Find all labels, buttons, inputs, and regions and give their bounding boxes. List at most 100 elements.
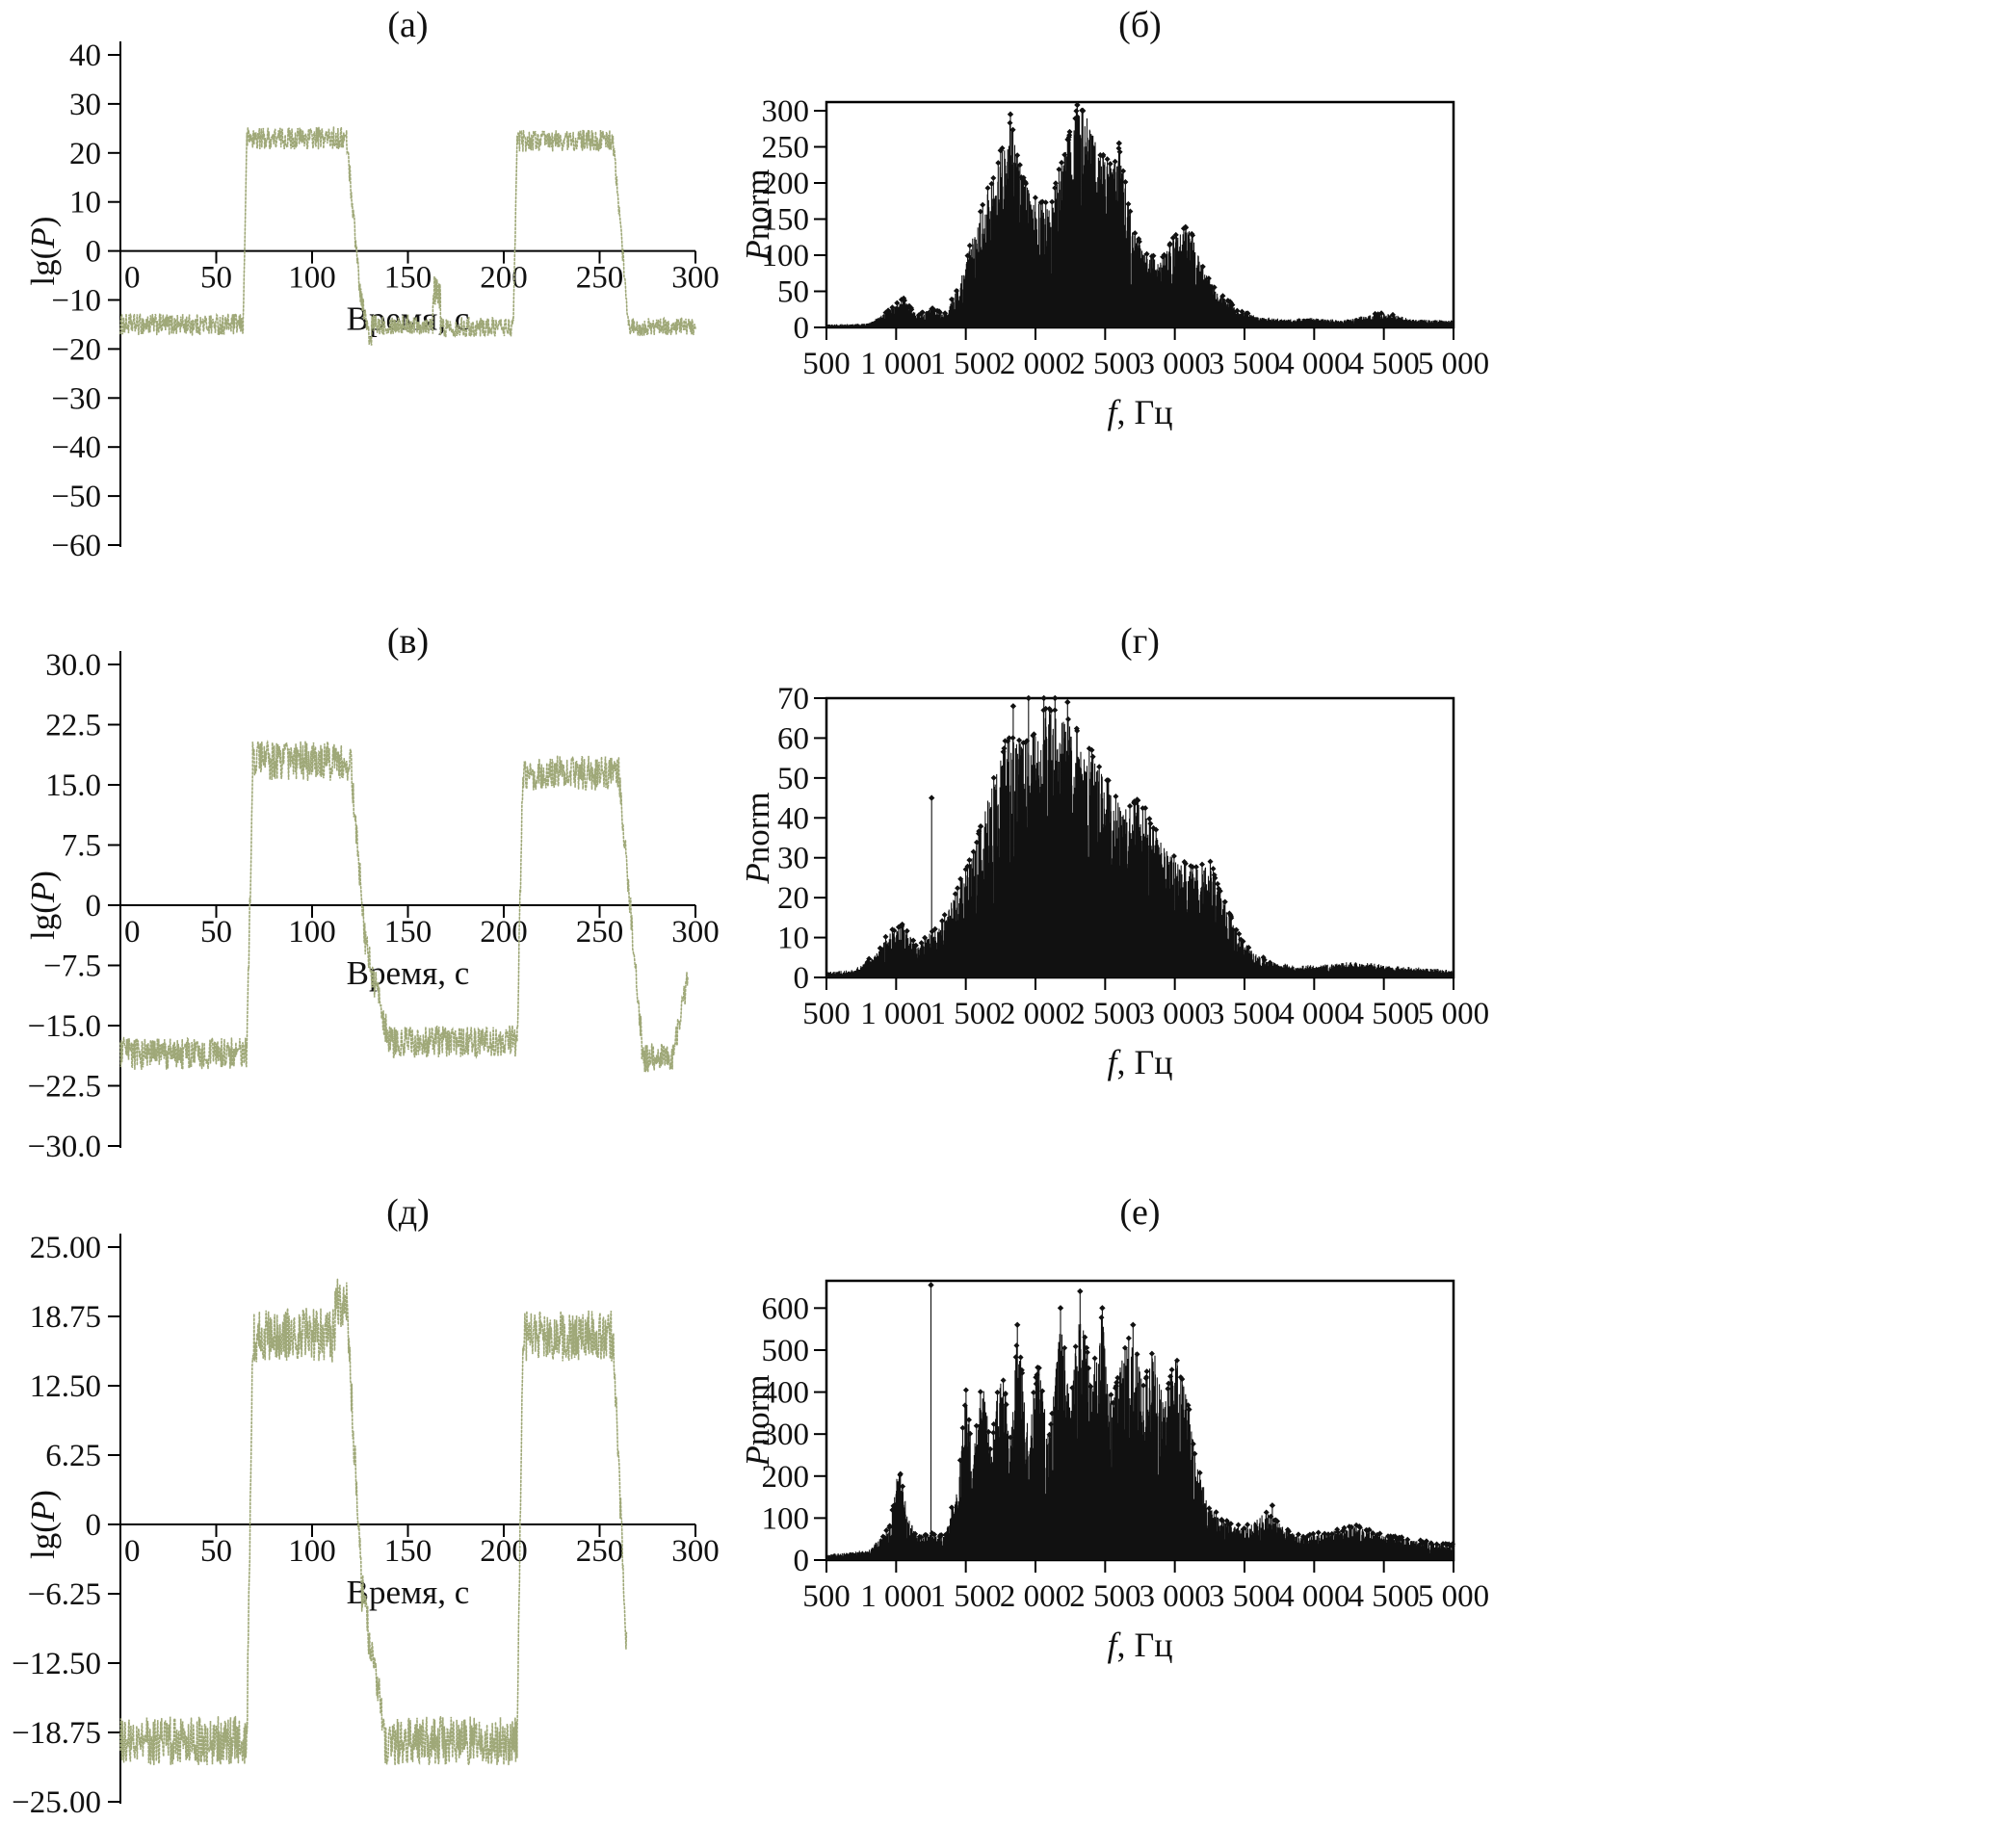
- y-axis-label: Pnorm: [739, 169, 776, 261]
- y-tick-label: 12.50: [30, 1369, 101, 1404]
- x-tick-label: 0: [124, 261, 141, 296]
- y-tick-label: 6.25: [45, 1439, 101, 1473]
- x-tick-label: 2 500: [1069, 347, 1140, 381]
- y-tick-label: 200: [762, 167, 810, 201]
- y-axis-label: lg(P): [24, 871, 62, 940]
- x-tick-label: 3 500: [1209, 347, 1280, 381]
- y-tick-label: 250: [762, 131, 810, 166]
- y-tick-label: 30: [777, 842, 809, 876]
- y-tick-label: −20: [51, 332, 101, 367]
- spectrum-stems: [825, 105, 1454, 327]
- y-tick-label: −25.00: [12, 1785, 101, 1820]
- x-tick-label: 3 000: [1140, 1579, 1211, 1614]
- y-tick-label: 60: [777, 721, 809, 756]
- x-tick-label: 50: [200, 261, 232, 296]
- x-tick-label: 1 000: [860, 997, 931, 1031]
- x-tick-label: 3 500: [1209, 1579, 1280, 1614]
- x-tick-label: 250: [576, 1534, 624, 1569]
- x-tick-label: 0: [124, 915, 141, 950]
- x-tick-label: 2 000: [1000, 347, 1071, 381]
- x-tick-label: 1 000: [860, 347, 931, 381]
- x-tick-label: 3 000: [1140, 347, 1211, 381]
- x-tick-label: 50: [200, 1534, 232, 1569]
- x-tick-label: 3 000: [1140, 997, 1211, 1031]
- y-axis-label: Pnorm: [739, 792, 776, 884]
- y-tick-label: 30: [69, 88, 101, 122]
- x-tick-label: 2 500: [1069, 1579, 1140, 1614]
- x-tick-label: 1 000: [860, 1579, 931, 1614]
- y-tick-label: 100: [762, 239, 810, 273]
- y-tick-label: 0: [794, 311, 810, 346]
- y-tick-label: −50: [51, 480, 101, 514]
- x-tick-label: 5 000: [1418, 347, 1489, 381]
- y-tick-label: 500: [762, 1334, 810, 1368]
- y-tick-label: −15.0: [28, 1009, 101, 1044]
- x-tick-label: 150: [384, 261, 432, 296]
- y-tick-label: −30.0: [28, 1130, 101, 1164]
- y-tick-label: 40: [777, 801, 809, 836]
- y-tick-label: −10: [51, 284, 101, 319]
- x-tick-label: 100: [288, 261, 336, 296]
- x-tick-label: 150: [384, 1534, 432, 1569]
- y-tick-label: 300: [762, 1418, 810, 1452]
- signal-line: [119, 1279, 628, 1768]
- x-tick-label: 2 000: [1000, 1579, 1071, 1614]
- y-tick-label: 0: [86, 235, 102, 270]
- x-tick-label: 500: [802, 997, 851, 1031]
- y-tick-label: 100: [762, 1501, 810, 1536]
- x-tick-label: 1 500: [930, 1579, 1002, 1614]
- x-axis-label: f, Гц: [1107, 393, 1172, 431]
- x-tick-label: 200: [480, 261, 528, 296]
- y-tick-label: −12.50: [12, 1647, 101, 1681]
- y-tick-label: −6.25: [28, 1577, 101, 1612]
- y-tick-label: 300: [762, 94, 810, 129]
- y-axis-label: lg(P): [24, 1490, 62, 1559]
- y-tick-label: 20: [69, 137, 101, 171]
- x-axis-label: Время, с: [347, 954, 470, 992]
- x-tick-label: 300: [671, 1534, 720, 1569]
- y-tick-label: −22.5: [28, 1070, 101, 1105]
- panel-a-title: (а): [387, 5, 429, 45]
- x-axis-label: f, Гц: [1107, 1626, 1172, 1664]
- x-tick-label: 4 000: [1278, 997, 1349, 1031]
- x-tick-label: 5 000: [1418, 997, 1489, 1031]
- x-tick-label: 300: [671, 915, 720, 950]
- y-tick-label: −60: [51, 529, 101, 563]
- y-tick-label: 200: [762, 1460, 810, 1495]
- panel-e-title: (е): [1119, 1192, 1161, 1233]
- y-tick-label: 0: [794, 1544, 810, 1578]
- panel-v-title: (в): [386, 621, 430, 662]
- x-tick-label: 4 500: [1349, 1579, 1420, 1614]
- x-tick-label: 5 000: [1418, 1579, 1489, 1614]
- y-axis-label: lg(P): [24, 217, 62, 286]
- x-tick-label: 4 000: [1278, 1579, 1349, 1614]
- y-tick-label: 400: [762, 1376, 810, 1411]
- y-axis-label: Pnorm: [739, 1374, 776, 1467]
- x-tick-label: 300: [671, 261, 720, 296]
- x-tick-label: 4 500: [1349, 347, 1420, 381]
- y-tick-label: 40: [69, 39, 101, 73]
- y-tick-label: −30: [51, 381, 101, 416]
- y-tick-label: 0: [86, 1508, 102, 1543]
- y-tick-label: 0: [86, 889, 102, 924]
- x-tick-label: 500: [802, 1579, 851, 1614]
- x-tick-label: 4 000: [1278, 347, 1349, 381]
- panel-g-title: (г): [1120, 621, 1160, 662]
- y-tick-label: 600: [762, 1291, 810, 1326]
- x-tick-label: 1 500: [930, 347, 1002, 381]
- signal-line: [119, 739, 689, 1073]
- y-tick-label: 50: [777, 762, 809, 796]
- x-tick-label: 100: [288, 1534, 336, 1569]
- y-tick-label: 10: [777, 922, 809, 956]
- y-tick-label: 7.5: [62, 829, 101, 864]
- y-tick-label: 0: [794, 961, 810, 996]
- spectrum-stems: [825, 1285, 1454, 1560]
- signal-line: [119, 126, 696, 346]
- panel-d-title: (д): [386, 1192, 430, 1233]
- y-tick-label: 30.0: [45, 648, 101, 683]
- x-tick-label: 100: [288, 915, 336, 950]
- y-tick-label: −40: [51, 430, 101, 465]
